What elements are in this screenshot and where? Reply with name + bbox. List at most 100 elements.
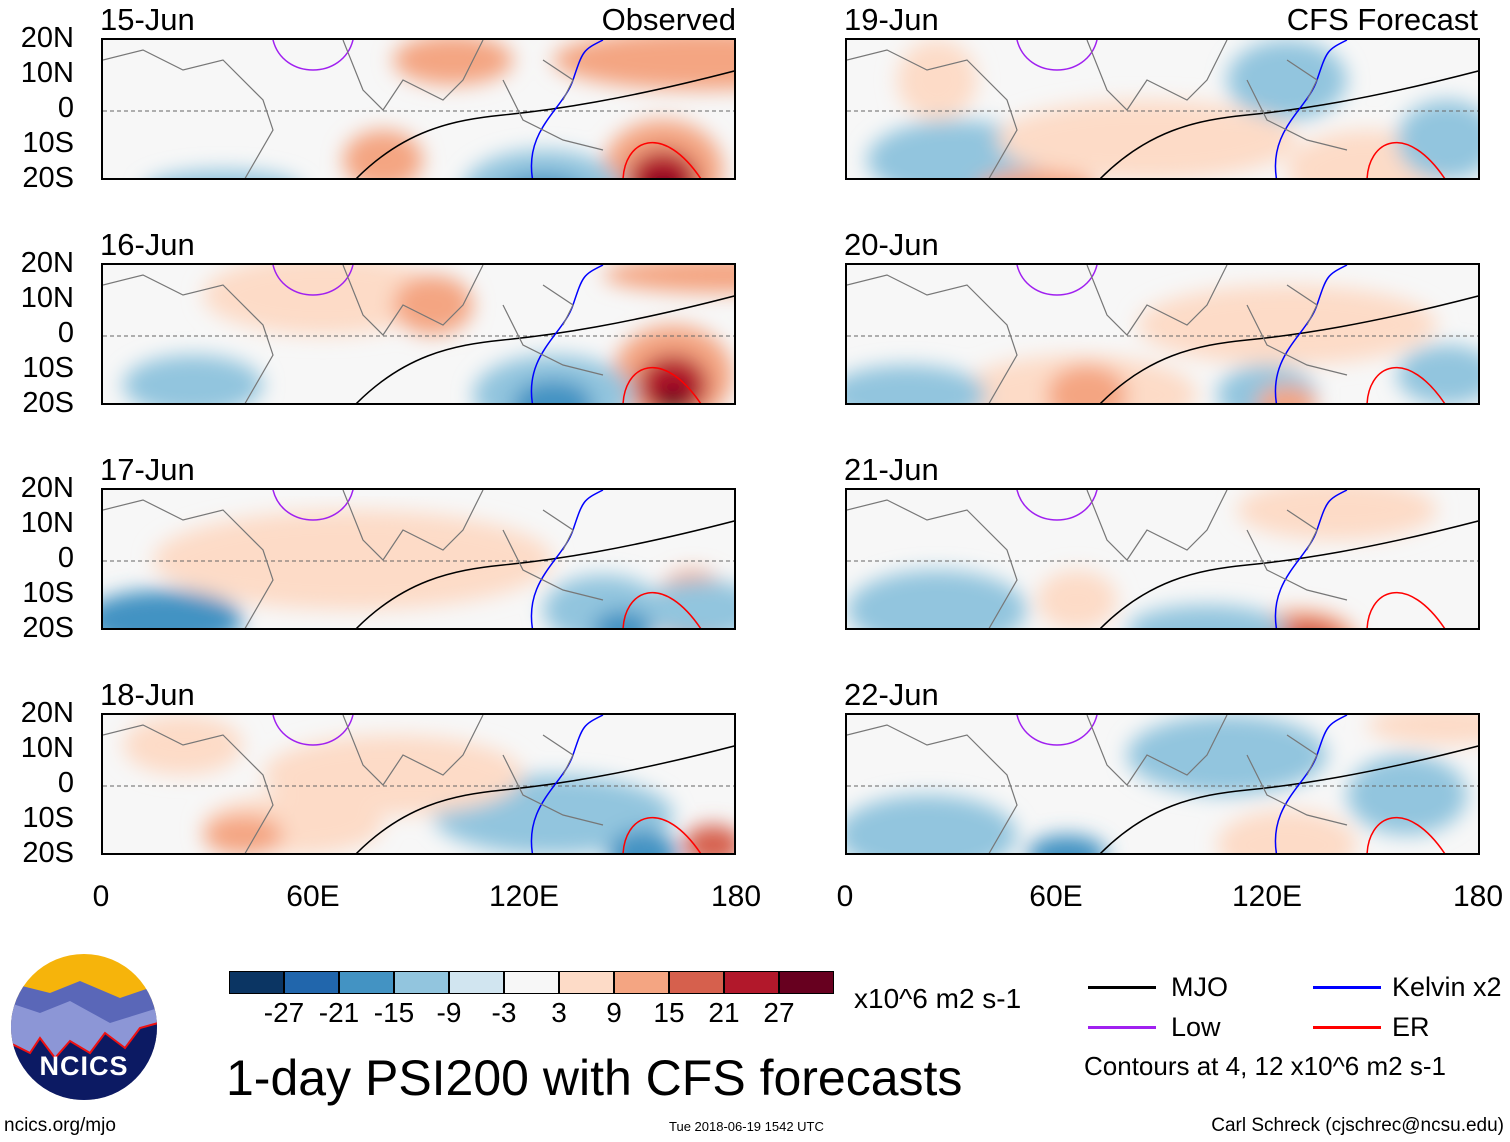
low-contour (1016, 40, 1098, 71)
footer-url[interactable]: ncics.org/mjo (4, 1115, 116, 1136)
mjo-contour (1099, 520, 1478, 628)
map-panel-17-Jun (101, 488, 736, 630)
lon-label-left-0: 0 (92, 880, 110, 913)
er-contour (1366, 591, 1446, 628)
lat-label: 20S (22, 162, 74, 194)
anomaly-region (593, 610, 653, 628)
lat-label: 10S (22, 802, 74, 834)
anomaly-region (1037, 570, 1117, 628)
colorbar-swatch (614, 971, 669, 994)
er-contour (622, 366, 702, 403)
colorbar-label: 15 (653, 997, 685, 1028)
anomaly-region (603, 120, 723, 178)
colorbar-swatch (669, 971, 724, 994)
lat-label: 10S (22, 127, 74, 159)
colorbar-label: 27 (763, 997, 795, 1028)
colorbar-label: 21 (708, 997, 740, 1028)
anomaly-region (847, 365, 987, 403)
colorbar-swatch (229, 971, 284, 994)
lat-label: 0 (57, 317, 74, 349)
lat-label: 10S (22, 577, 74, 609)
mjo-contour (1099, 745, 1478, 853)
contours-note: Contours at 4, 12 x10^6 m2 s-1 (1084, 1051, 1446, 1081)
anomaly-region (263, 735, 523, 815)
coastline (847, 265, 1348, 403)
lon-label-right-120e: 120E (1231, 880, 1303, 913)
anomaly-region (608, 830, 678, 853)
cfs-forecast-label: CFS Forecast (1286, 2, 1478, 37)
anomaly-region (393, 275, 473, 335)
anomaly-region (1127, 715, 1327, 795)
map-panel-18-Jun (101, 713, 736, 855)
legend-mjo-line (1088, 986, 1156, 989)
mjo-contour (1099, 70, 1478, 178)
lon-label-right-0: 0 (836, 880, 854, 913)
colorbar-swatch (339, 971, 394, 994)
colorbar-label: -3 (491, 997, 517, 1028)
colorbar-label: -27 (263, 997, 305, 1028)
panel-date: 19-Jun (844, 2, 939, 37)
anomaly-region (1279, 620, 1335, 628)
anomaly-region (1347, 755, 1467, 835)
low-contour (1016, 265, 1098, 296)
coastline (103, 715, 604, 853)
anomaly-region (153, 510, 553, 610)
anomaly-region (1027, 835, 1107, 853)
anomaly-region (473, 355, 633, 403)
colorbar-swatch (779, 971, 834, 994)
lon-label-right-180: 180 (1452, 880, 1504, 913)
anomaly-region (1397, 100, 1478, 178)
lat-label: 20N (20, 247, 74, 279)
map-panel-22-Jun (845, 713, 1480, 855)
anomaly-region (628, 150, 698, 178)
lat-label: 20N (20, 697, 74, 729)
colorbar-units: x10^6 m2 s-1 (854, 983, 1022, 1014)
er-contour (1366, 141, 1446, 178)
anomaly-region (553, 40, 734, 90)
logo-text: NCICS (39, 1051, 129, 1081)
legend-low-label: Low (1171, 1012, 1221, 1042)
footer-timestamp: Tue 2018-06-19 1542 UTC (669, 1119, 824, 1134)
anomaly-region (466, 150, 620, 178)
colorbar-swatch (449, 971, 504, 994)
coastline (103, 40, 604, 178)
coastline (847, 715, 1348, 853)
lat-label: 0 (57, 542, 74, 574)
legend-er-line (1313, 1026, 1381, 1029)
map-panel-16-Jun (101, 263, 736, 405)
panel-date: 20-Jun (844, 227, 939, 262)
lat-label: 10N (20, 507, 74, 539)
lat-label: 20N (20, 22, 74, 54)
anomaly-region (847, 570, 1027, 628)
anomaly-region (1217, 810, 1357, 853)
observed-label: Observed (601, 2, 736, 37)
panel-date: 15-Jun (100, 2, 195, 37)
mjo-contour (355, 745, 734, 853)
lat-label: 10N (20, 57, 74, 89)
map-panel-21-Jun (845, 488, 1480, 630)
colorbar-swatch (559, 971, 614, 994)
lon-label-left-60e: 60E (286, 880, 340, 913)
er-contour (1366, 816, 1446, 853)
anomaly-region (159, 170, 287, 178)
anomaly-region (1257, 385, 1317, 403)
lat-label: 20S (22, 837, 74, 869)
lon-label-left-120e: 120E (488, 880, 560, 913)
panel-date: 16-Jun (100, 227, 195, 262)
figure-title: 1-day PSI200 with CFS forecasts (226, 1050, 963, 1106)
anomaly-region (1397, 345, 1478, 403)
coastline (103, 490, 604, 628)
anomaly-region (393, 40, 513, 85)
colorbar-label: 9 (606, 997, 622, 1028)
mjo-contour (355, 70, 734, 178)
panel-date: 17-Jun (100, 452, 195, 487)
anomaly-region (603, 265, 734, 293)
er-contour (622, 141, 702, 178)
legend-mjo-label: MJO (1171, 972, 1228, 1002)
legend-kelvin-label: Kelvin x2 (1392, 972, 1502, 1002)
colorbar-label: -9 (436, 997, 462, 1028)
low-contour (272, 40, 354, 71)
low-contour (1016, 715, 1098, 746)
anomaly-region (1237, 490, 1437, 540)
